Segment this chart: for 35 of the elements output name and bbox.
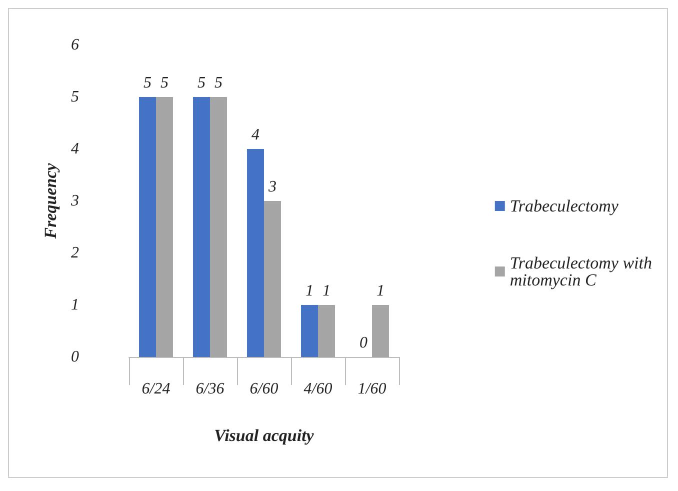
x-tick-label: 1/60 bbox=[358, 380, 386, 398]
bar bbox=[210, 97, 227, 357]
x-tick-label: 6/24 bbox=[142, 380, 170, 398]
legend-label: Trabeculectomy with mitomycin C bbox=[510, 254, 652, 290]
bar bbox=[247, 149, 264, 357]
y-tick-label: 0 bbox=[71, 348, 79, 366]
bar bbox=[264, 201, 281, 357]
legend-label: Trabeculectomy bbox=[510, 196, 619, 216]
bar bbox=[318, 305, 335, 357]
data-label: 5 bbox=[214, 74, 222, 92]
bar bbox=[156, 97, 173, 357]
bar bbox=[301, 305, 318, 357]
y-tick-label: 4 bbox=[71, 140, 79, 158]
bar bbox=[372, 305, 389, 357]
y-tick-label: 3 bbox=[70, 192, 79, 210]
data-label: 1 bbox=[322, 282, 330, 300]
y-tick-label: 1 bbox=[71, 296, 79, 314]
y-tick-label: 6 bbox=[71, 36, 79, 54]
data-label: 1 bbox=[376, 282, 384, 300]
y-tick-label: 2 bbox=[71, 244, 79, 262]
data-label: 4 bbox=[252, 126, 260, 144]
y-axis-title: Frequency bbox=[41, 162, 60, 240]
x-tick-label: 6/36 bbox=[196, 380, 224, 398]
data-label: 3 bbox=[268, 178, 276, 196]
data-label: 1 bbox=[306, 282, 314, 300]
bar bbox=[193, 97, 210, 357]
data-label: 5 bbox=[198, 74, 206, 92]
x-tick-label: 6/60 bbox=[250, 380, 278, 398]
x-axis-title: Visual acquity bbox=[214, 426, 314, 445]
y-tick-label: 5 bbox=[71, 88, 79, 106]
x-tick-label: 4/60 bbox=[304, 380, 332, 398]
data-label: 5 bbox=[160, 74, 168, 92]
data-label: 0 bbox=[360, 334, 368, 352]
bar bbox=[139, 97, 156, 357]
data-label: 5 bbox=[144, 74, 152, 92]
